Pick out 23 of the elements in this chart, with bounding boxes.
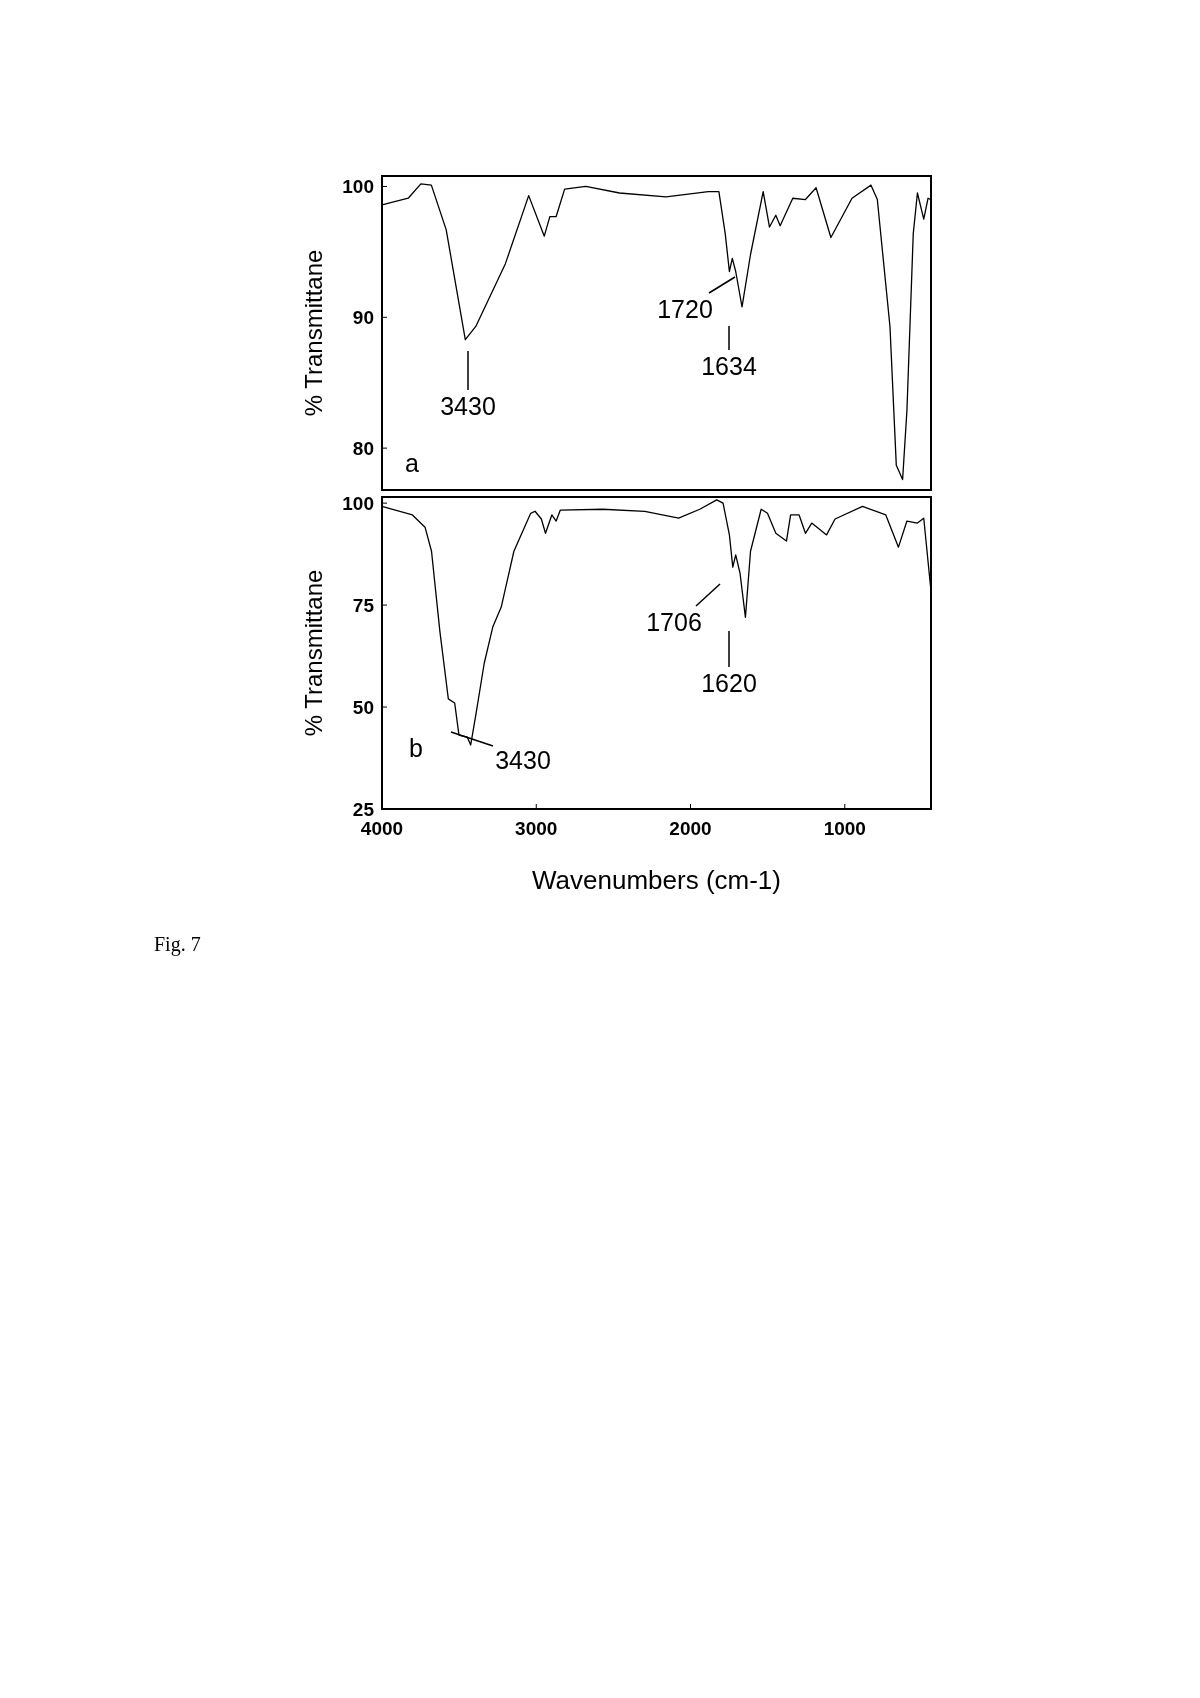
annotation: 1620 — [701, 668, 757, 697]
y-axis-title: % Transmittane — [300, 249, 327, 417]
annotation: 3430 — [495, 745, 551, 774]
annotation: 1706 — [646, 607, 702, 636]
y-tick-label: 75 — [352, 594, 375, 616]
caption: Fig. 7 — [154, 933, 201, 956]
x-tick-label: 2000 — [669, 818, 712, 839]
annotation: b — [409, 733, 423, 762]
y-tick-label: 25 — [352, 798, 375, 820]
annotation: a — [405, 448, 420, 477]
annotation: 1720 — [657, 294, 713, 323]
x-tick-label: 4000 — [360, 818, 404, 839]
y-tick-label: 90 — [352, 306, 374, 328]
annotation: 3430 — [440, 391, 496, 420]
y-tick-label: 100 — [342, 176, 374, 198]
y-tick-label: 80 — [352, 437, 374, 459]
y-tick-label: 50 — [352, 696, 374, 718]
x-tick-label: 1000 — [823, 818, 866, 839]
x-axis-title: Wavenumbers (cm-1) — [532, 865, 781, 895]
y-axis-title: % Transmittane — [300, 569, 327, 737]
y-tick-label: 100 — [342, 492, 374, 514]
x-tick-label: 3000 — [515, 818, 558, 839]
annotation: 1634 — [701, 351, 757, 380]
